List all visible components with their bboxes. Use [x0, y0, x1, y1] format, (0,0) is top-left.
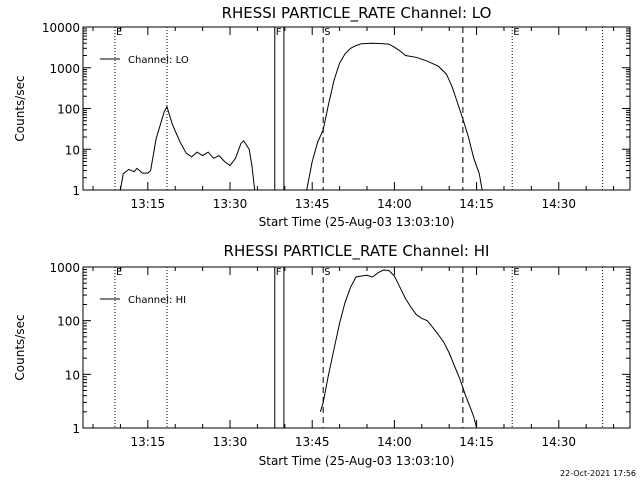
x-tick-label: 14:30 — [541, 435, 576, 449]
y-tick-label: 10 — [65, 368, 80, 382]
x-tick-label: 14:30 — [541, 197, 576, 211]
flag-label: F — [276, 27, 282, 38]
x-tick-label: 14:15 — [459, 197, 494, 211]
plot-frame — [82, 26, 631, 191]
y-tick-label: 10000 — [42, 21, 80, 35]
x-tick-label: 13:30 — [213, 197, 248, 211]
y-tick-label: 10 — [65, 143, 80, 157]
y-tick-label: 1000 — [49, 261, 80, 275]
y-axis-label: Counts/sec — [13, 314, 27, 380]
flag-label: E — [513, 267, 519, 278]
x-tick-label: 14:15 — [459, 435, 494, 449]
y-tick-label: 1 — [72, 184, 80, 198]
panel-lo: RHESSI PARTICLE_RATE Channel: LO 1 10 100 10… — [13, 4, 631, 229]
flag-label: E — [116, 27, 122, 38]
x-axis-label: Start Time (25-Aug-03 13:03:10) — [259, 454, 455, 468]
flag-label: F — [276, 267, 282, 278]
x-tick-label: 13:45 — [295, 435, 330, 449]
x-tick-label: 14:00 — [377, 197, 412, 211]
y-axis-label: Counts/sec — [13, 75, 27, 141]
x-tick-label: 13:45 — [295, 197, 330, 211]
plot-frame — [82, 266, 631, 429]
panel-hi: RHESSI PARTICLE_RATE Channel: HI 1 10 100 10… — [13, 242, 631, 468]
x-tick-label: 13:15 — [131, 197, 166, 211]
y-tick-label: 100 — [57, 103, 80, 117]
timestamp: 22-Oct-2021 17:56 — [560, 469, 636, 478]
y-tick-label: 1000 — [49, 62, 80, 76]
flag-label: S — [324, 267, 330, 278]
chart-title: RHESSI PARTICLE_RATE Channel: HI — [224, 242, 490, 261]
series-line — [319, 269, 478, 428]
legend-label: Channel: HI — [128, 295, 186, 306]
x-tick-label: 13:15 — [131, 435, 166, 449]
legend-label: Channel: LO — [128, 55, 189, 66]
chart-title: RHESSI PARTICLE_RATE Channel: LO — [222, 4, 492, 23]
y-tick-label: 1 — [72, 422, 80, 436]
flag-label: E — [116, 267, 122, 278]
x-tick-label: 14:00 — [377, 435, 412, 449]
series-line — [119, 42, 483, 190]
x-tick-label: 13:30 — [213, 435, 248, 449]
flag-label: E — [513, 27, 519, 38]
flag-label: S — [324, 27, 330, 38]
y-tick-label: 100 — [57, 315, 80, 329]
x-axis-label: Start Time (25-Aug-03 13:03:10) — [259, 215, 455, 229]
